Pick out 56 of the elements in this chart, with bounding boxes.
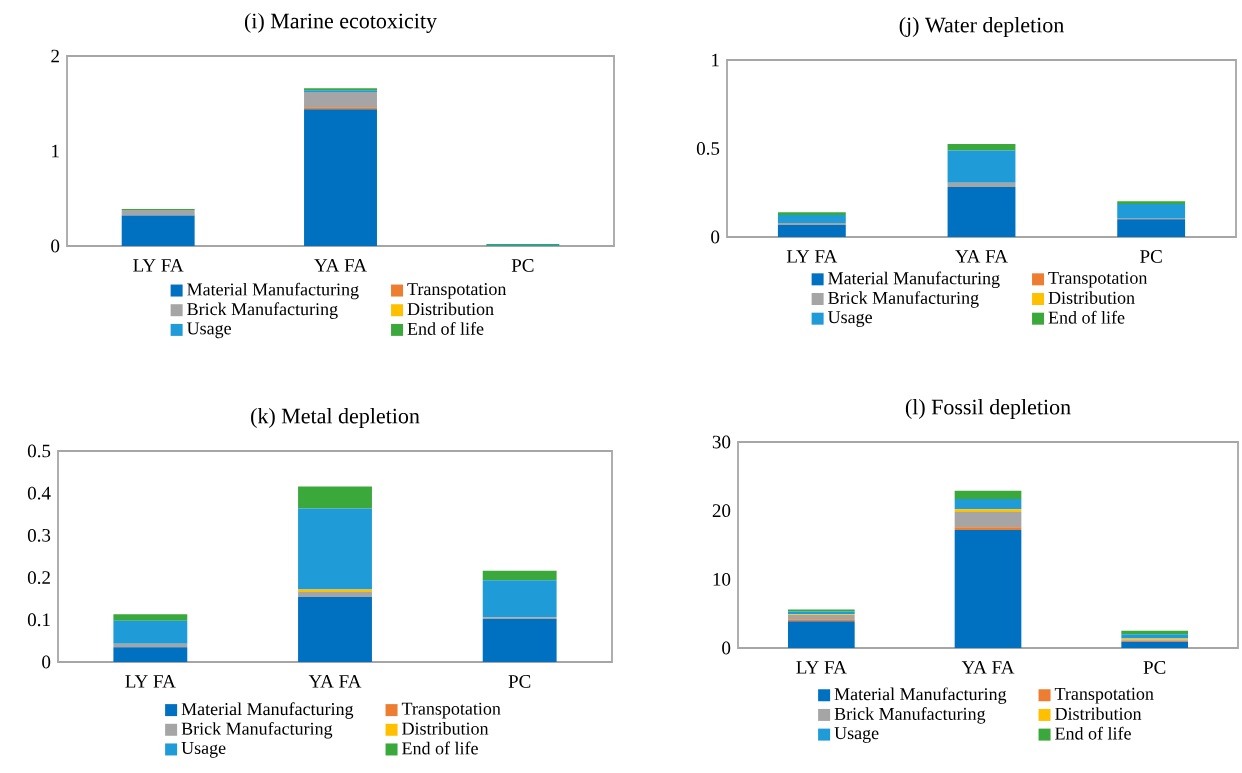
- legend-label: Transpotation: [1054, 687, 1154, 704]
- y-tick-label: 0: [42, 655, 51, 669]
- x-tick-label: YA FA: [961, 661, 1015, 674]
- x-tick-label: LY FA: [796, 661, 847, 674]
- legend-label: Material Manufacturing: [187, 282, 359, 300]
- x-tick-label: YA FA: [308, 675, 362, 688]
- y-tick-label: 0.2: [27, 571, 50, 585]
- legend-label: Brick Manufacturing: [181, 721, 333, 739]
- x-tick-label: PC: [1143, 661, 1166, 674]
- y-tick-label: 0.5: [696, 142, 720, 155]
- legend-label: Material Manufacturing: [828, 271, 1000, 289]
- y-tick-label: 0.4: [27, 486, 51, 500]
- x-tick-label: PC: [1140, 250, 1162, 263]
- y-tick-label: 1: [712, 53, 719, 67]
- legend-label: End of life: [402, 741, 478, 755]
- legend-label: Transpotation: [401, 702, 501, 719]
- y-tick-label: 0.1: [27, 613, 50, 627]
- x-tick-label: LY FA: [125, 675, 176, 688]
- legend-label: Brick Manufacturing: [828, 291, 979, 308]
- y-tick-label: 1: [52, 144, 59, 158]
- legend-label: Transpotation: [1048, 271, 1148, 288]
- legend-label: Distribution: [1048, 291, 1135, 304]
- legend-label: Usage: [187, 322, 231, 339]
- x-tick-label: PC: [508, 675, 531, 688]
- chart-title: (l) Fossil depletion: [905, 399, 1071, 419]
- y-tick-label: 20: [712, 504, 731, 518]
- chart-title: (k) Metal depletion: [251, 408, 420, 428]
- legend-label: Distribution: [1055, 707, 1142, 720]
- y-tick-label: 0.5: [27, 444, 51, 458]
- chart-title: (j) Water depletion: [899, 17, 1064, 37]
- legend-label: Transpotation: [407, 283, 507, 299]
- chart-title: (i) Marine ecotoxicity: [244, 12, 437, 33]
- legend-label: Distribution: [407, 302, 494, 316]
- y-tick-label: 30: [712, 435, 731, 449]
- y-tick-label: 10: [713, 572, 731, 586]
- legend-label: Usage: [834, 727, 879, 743]
- legend-label: Brick Manufacturing: [834, 707, 986, 724]
- legend-label: Distribution: [402, 722, 489, 735]
- legend-label: End of life: [407, 322, 484, 335]
- y-tick-label: 0: [711, 230, 720, 244]
- y-tick-label: 0: [722, 641, 731, 655]
- legend-label: End of life: [1055, 726, 1131, 740]
- legend-label: Brick Manufacturing: [187, 302, 338, 319]
- x-tick-label: YA FA: [955, 250, 1008, 263]
- legend-label: Material Manufacturing: [834, 687, 1007, 704]
- x-tick-label: PC: [511, 259, 534, 272]
- y-tick-label: 2: [51, 49, 59, 63]
- x-tick-label: YA FA: [314, 259, 367, 272]
- legend-label: Usage: [181, 742, 226, 758]
- x-tick-label: LY FA: [133, 259, 184, 272]
- y-tick-label: 0.3: [27, 528, 51, 542]
- x-tick-label: LY FA: [786, 250, 838, 263]
- legend-label: Usage: [827, 311, 872, 327]
- y-tick-label: 0: [51, 239, 60, 253]
- legend-label: Material Manufacturing: [181, 702, 354, 719]
- legend-label: End of life: [1048, 310, 1125, 324]
